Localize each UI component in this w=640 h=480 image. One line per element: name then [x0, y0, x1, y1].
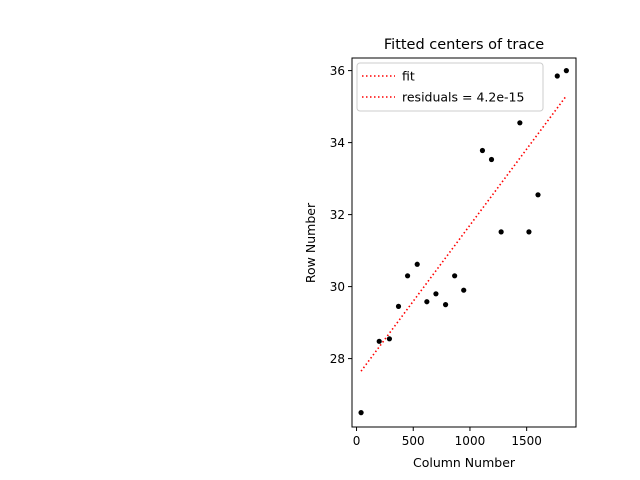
fit-line — [360, 95, 568, 372]
data-point — [461, 287, 467, 293]
data-point — [526, 229, 532, 235]
data-point — [395, 303, 402, 309]
data-point — [452, 273, 458, 279]
data-point — [442, 302, 449, 308]
x-axis-label: Column Number — [413, 455, 516, 470]
data-point — [414, 261, 420, 267]
x-tick-label: 1000 — [455, 434, 486, 448]
x-axis: 0 500 1000 1500 — [353, 427, 542, 448]
data-point — [433, 291, 439, 297]
legend-residuals-label: residuals = 4.2e-15 — [402, 90, 524, 105]
x-tick-label: 500 — [402, 434, 425, 448]
legend-box — [356, 62, 544, 112]
y-tick-label: 36 — [330, 64, 345, 78]
x-tick-label: 1500 — [511, 434, 542, 448]
y-tick-label: 34 — [330, 136, 345, 150]
y-axis: 28 30 32 34 36 — [330, 64, 352, 366]
legend: fit residuals = 4.2e-15 — [356, 62, 544, 112]
x-tick-label: 0 — [353, 434, 361, 448]
data-point — [479, 147, 486, 154]
y-tick-label: 30 — [330, 280, 345, 294]
data-point — [554, 73, 560, 79]
y-tick-label: 32 — [330, 208, 345, 222]
y-tick-label: 28 — [330, 352, 345, 366]
chart-title: Fitted centers of trace — [384, 37, 544, 53]
axes-frame — [351, 57, 577, 428]
data-point — [488, 156, 495, 163]
data-point — [376, 338, 382, 344]
data-point — [424, 299, 430, 305]
plot-layer — [358, 68, 569, 416]
data-point — [563, 68, 569, 74]
data-point — [358, 410, 364, 416]
data-point — [386, 336, 393, 342]
data-point — [517, 120, 523, 126]
data-point — [498, 229, 504, 235]
legend-fit-label: fit — [402, 69, 415, 84]
data-point — [535, 192, 541, 198]
y-axis-label: Row Number — [303, 202, 318, 283]
data-point — [404, 273, 411, 279]
